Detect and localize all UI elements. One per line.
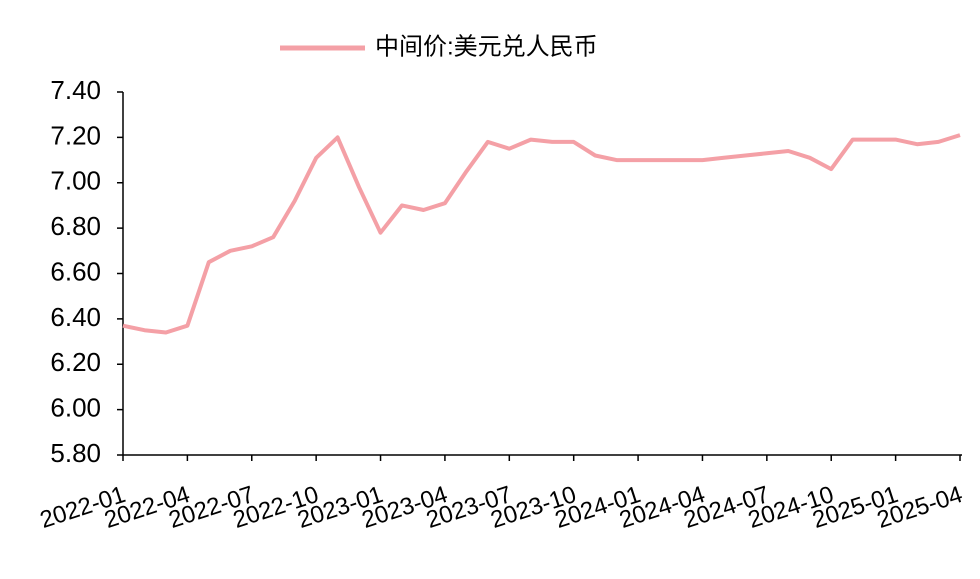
y-tick-label: 7.20 bbox=[50, 120, 101, 150]
y-tick-label: 6.00 bbox=[50, 393, 101, 423]
series-line bbox=[122, 133, 961, 335]
y-tick-label: 7.00 bbox=[50, 166, 101, 196]
y-tick-label: 6.60 bbox=[50, 256, 101, 286]
legend-label: 中间价:美元兑人民币 bbox=[375, 33, 598, 60]
y-tick-label: 6.40 bbox=[50, 302, 101, 332]
y-tick-label: 7.40 bbox=[50, 75, 101, 105]
y-tick-label: 6.80 bbox=[50, 211, 101, 241]
y-tick-label: 5.80 bbox=[50, 438, 101, 468]
y-tick-label: 6.20 bbox=[50, 347, 101, 377]
